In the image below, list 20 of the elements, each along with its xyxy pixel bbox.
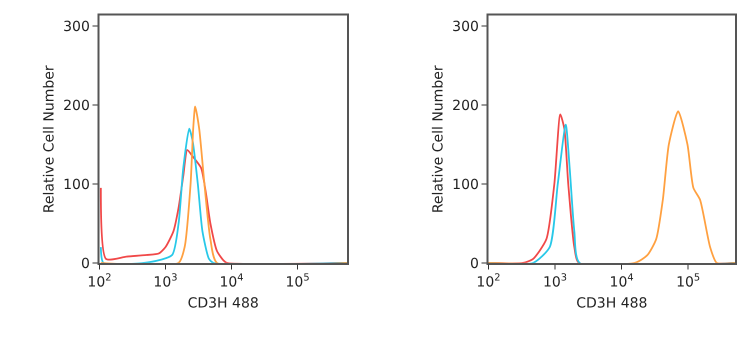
y-tick-label: 100 — [63, 176, 90, 193]
y-tick-label: 300 — [63, 18, 90, 35]
x-tick-label: 10$^{2}$ — [476, 272, 500, 290]
x-tick-label: 10$^{2}$ — [87, 272, 112, 290]
y-tick-label: 200 — [452, 98, 479, 114]
y-tick-label: 100 — [452, 176, 479, 193]
x-axis-title: CD3H 488 — [188, 295, 259, 312]
y-tick-label: 0 — [80, 256, 90, 272]
x-tick-label: 10$^{4}$ — [219, 272, 244, 290]
x-tick-label: 10$^{5}$ — [285, 272, 310, 290]
x-tick-label: 10$^{3}$ — [153, 272, 178, 290]
x-tick-label: 10$^{5}$ — [676, 272, 700, 290]
y-tick-label: 200 — [63, 98, 90, 114]
y-tick-label: 300 — [452, 18, 479, 35]
x-tick-label: 10$^{3}$ — [542, 272, 568, 290]
x-axis-title: CD3H 488 — [576, 295, 648, 312]
y-tick-label: 0 — [470, 256, 479, 272]
y-axis-title: Relative Cell Number — [430, 65, 446, 214]
x-tick-label: 10$^{4}$ — [610, 272, 634, 290]
y-axis-title: Relative Cell Number — [41, 65, 58, 214]
